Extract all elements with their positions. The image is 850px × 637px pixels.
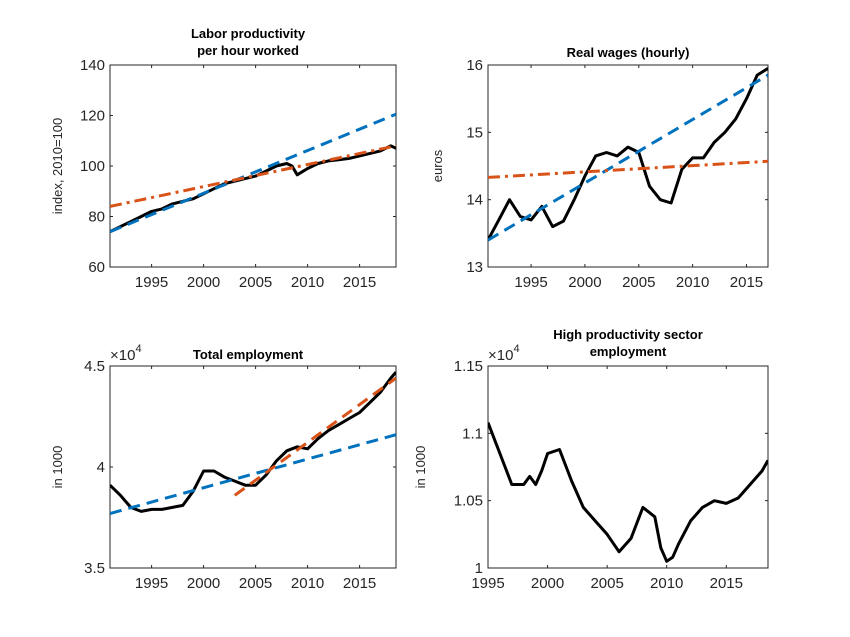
y-tick-label: 1.1 bbox=[462, 425, 483, 442]
plot-area bbox=[488, 366, 768, 568]
x-tick-label: 2015 bbox=[343, 274, 376, 291]
panel-labor-productivity: Labor productivity per hour worked index… bbox=[50, 26, 396, 291]
y-tick-label: 80 bbox=[88, 209, 105, 226]
x-tick-label: 2010 bbox=[291, 575, 324, 592]
figure: Labor productivity per hour worked index… bbox=[0, 0, 850, 637]
y-tick-label: 120 bbox=[80, 108, 105, 125]
x-tick-label: 2000 bbox=[187, 575, 220, 592]
panel-title-line-1: Total employment bbox=[193, 347, 304, 362]
y-tick-label: 4.5 bbox=[84, 358, 105, 375]
y-axis-label: index, 2010=100 bbox=[50, 118, 65, 215]
panel-title-line-1: Labor productivity bbox=[191, 26, 306, 41]
x-tick-label: 1995 bbox=[135, 575, 168, 592]
panel-title-line-1: Real wages (hourly) bbox=[567, 45, 690, 60]
y-axis-label: in 1000 bbox=[50, 446, 65, 489]
y-tick-label: 14 bbox=[466, 192, 483, 209]
y-tick-label: 60 bbox=[88, 259, 105, 276]
y-tick-label: 16 bbox=[466, 57, 483, 74]
y-axis-label: euros bbox=[430, 149, 445, 182]
exponent-value: 4 bbox=[135, 343, 141, 355]
panel-title-line-1: High productivity sector bbox=[553, 327, 703, 342]
y-tick-label: 4 bbox=[97, 459, 105, 476]
exponent-multiplier: ×104 bbox=[110, 343, 142, 364]
y-tick-label: 13 bbox=[466, 259, 483, 276]
y-tick-label: 1.15 bbox=[454, 358, 483, 375]
y-tick-label: 140 bbox=[80, 57, 105, 74]
x-tick-label: 2015 bbox=[730, 274, 763, 291]
x-tick-label: 1995 bbox=[514, 274, 547, 291]
plot-area bbox=[488, 65, 768, 267]
x-tick-label: 2005 bbox=[239, 575, 272, 592]
x-tick-label: 2015 bbox=[710, 575, 743, 592]
exponent-multiplier: ×104 bbox=[488, 343, 520, 364]
x-tick-label: 2000 bbox=[568, 274, 601, 291]
x-tick-label: 2010 bbox=[650, 575, 683, 592]
y-tick-label: 15 bbox=[466, 124, 483, 141]
exponent-value: 4 bbox=[513, 343, 519, 355]
x-tick-label: 2005 bbox=[622, 274, 655, 291]
x-tick-label: 2000 bbox=[187, 274, 220, 291]
y-tick-label: 100 bbox=[80, 158, 105, 175]
panel-total-employment: Total employment in 1000 ×104 1995 2000 20… bbox=[50, 343, 396, 592]
panel-title-line-2: employment bbox=[590, 344, 667, 359]
y-tick-label: 3.5 bbox=[84, 560, 105, 577]
panel-title-line-2: per hour worked bbox=[197, 43, 299, 58]
x-tick-label: 2000 bbox=[531, 575, 564, 592]
y-tick-label: 1 bbox=[475, 560, 483, 577]
y-axis-label: in 1000 bbox=[413, 446, 428, 489]
x-tick-label: 2010 bbox=[676, 274, 709, 291]
x-tick-label: 2010 bbox=[291, 274, 324, 291]
plot-area bbox=[110, 366, 396, 568]
y-tick-label: 1.05 bbox=[454, 493, 483, 510]
x-tick-label: 2005 bbox=[590, 575, 623, 592]
x-tick-label: 1995 bbox=[471, 575, 504, 592]
x-tick-label: 2005 bbox=[239, 274, 272, 291]
panel-real-wages: Real wages (hourly) euros 1995 2000 2005 20… bbox=[430, 45, 768, 291]
x-tick-label: 1995 bbox=[135, 274, 168, 291]
panel-high-productivity-employment: High productivity sector employment in 1… bbox=[413, 327, 768, 592]
x-tick-label: 2015 bbox=[343, 575, 376, 592]
plot-area bbox=[110, 65, 396, 267]
